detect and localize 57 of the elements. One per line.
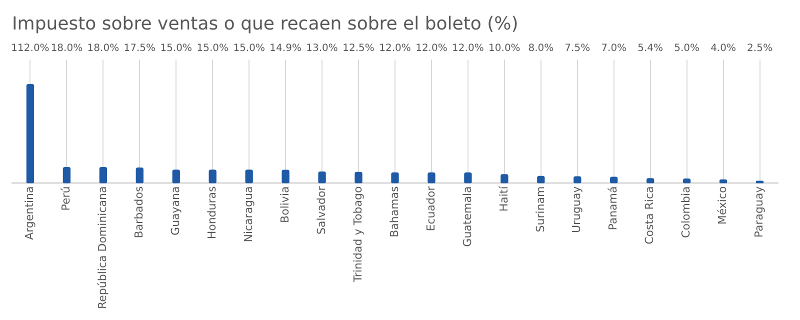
data-label: 17.5% bbox=[124, 43, 156, 54]
x-tick-label: Argentina bbox=[23, 186, 36, 240]
x-tick-label: Panamá bbox=[606, 186, 620, 230]
bar bbox=[391, 172, 399, 184]
bar bbox=[208, 170, 216, 184]
data-label: 14.9% bbox=[270, 43, 302, 54]
data-label: 7.0% bbox=[601, 43, 627, 54]
bar bbox=[428, 172, 436, 184]
data-label: 12.0% bbox=[416, 43, 448, 54]
bar bbox=[26, 84, 34, 184]
bar bbox=[62, 167, 71, 184]
bar bbox=[464, 172, 472, 184]
x-tick-label: Salvador bbox=[314, 186, 328, 235]
x-tick-label: Perú bbox=[60, 186, 73, 211]
x-tick-label: Bolivia bbox=[278, 186, 292, 223]
data-label: 18.0% bbox=[50, 43, 83, 54]
x-tick-label: Trinidad y Tobago bbox=[351, 186, 364, 284]
data-label: 5.0% bbox=[674, 43, 700, 54]
data-label: 12.0% bbox=[379, 43, 411, 54]
x-tick-label: Barbados bbox=[132, 186, 146, 238]
data-label: 12.5% bbox=[342, 43, 374, 54]
x-tick-label: Uruguay bbox=[570, 186, 584, 233]
data-label: 15.0% bbox=[160, 43, 192, 54]
x-tick-label: Colombia bbox=[680, 186, 693, 238]
bar bbox=[172, 170, 180, 184]
data-label: 7.5% bbox=[564, 43, 590, 54]
data-label: 2.5% bbox=[747, 43, 772, 54]
bar bbox=[136, 167, 144, 184]
bar bbox=[318, 171, 326, 184]
x-tick-label: Guatemala bbox=[460, 186, 474, 247]
x-tick-label: Bahamas bbox=[388, 186, 401, 238]
data-label: 12.0% bbox=[452, 43, 484, 54]
x-tick-label: Ecuador bbox=[424, 186, 438, 232]
bar bbox=[245, 170, 253, 184]
x-tick-label: Nicaragua bbox=[242, 186, 255, 242]
x-tick-label: Haití bbox=[497, 185, 510, 212]
bar bbox=[282, 170, 290, 184]
x-tick-label: Honduras bbox=[205, 186, 218, 240]
bar bbox=[99, 167, 108, 184]
data-label: 15.0% bbox=[233, 43, 265, 54]
data-label: 5.4% bbox=[638, 43, 664, 54]
x-tick-label: República Dominicana bbox=[96, 186, 110, 310]
data-label: 8.0% bbox=[528, 43, 554, 54]
data-label: 112.0% bbox=[11, 43, 50, 54]
chart-title: Impuesto sobre ventas o que recaen sobre el boleto (%) bbox=[12, 13, 518, 34]
x-tick-label: Guayana bbox=[169, 186, 182, 236]
x-tick-label: Costa Rica bbox=[643, 186, 656, 244]
data-label: 4.0% bbox=[710, 43, 736, 54]
bar bbox=[354, 172, 362, 184]
x-tick-label: México bbox=[716, 186, 730, 225]
data-label: 18.0% bbox=[87, 43, 120, 54]
data-label: 10.0% bbox=[488, 43, 520, 54]
x-tick-label: Surinam bbox=[534, 186, 547, 232]
x-tick-label: Paraguay bbox=[752, 186, 766, 238]
bar bbox=[500, 174, 508, 184]
data-label: 15.0% bbox=[196, 43, 229, 54]
data-label: 13.0% bbox=[306, 43, 338, 54]
